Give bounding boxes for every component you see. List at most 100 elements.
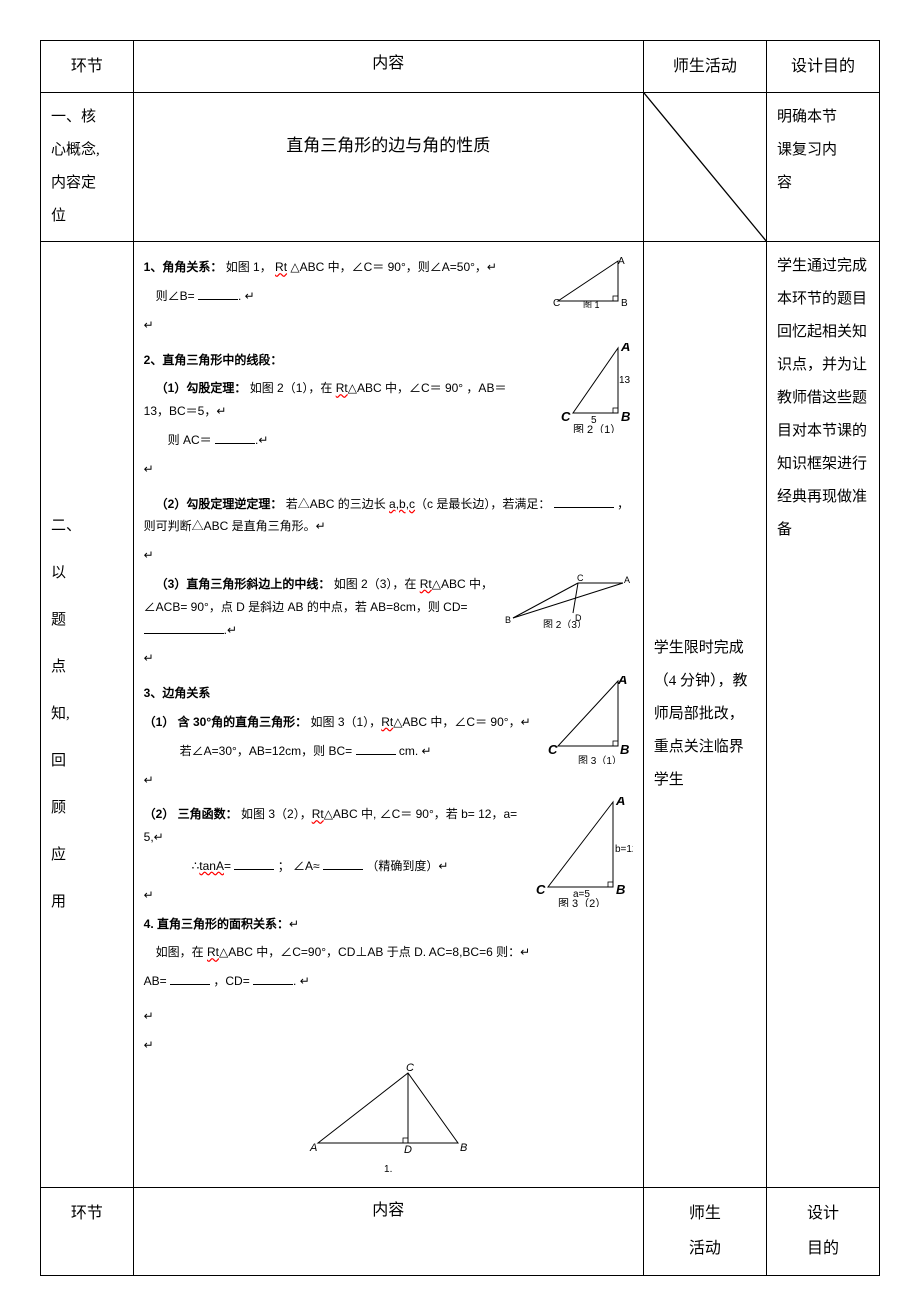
q2s1-blank (215, 431, 255, 444)
row2-c1-l7: 顾 (51, 792, 123, 825)
fig31-B: B (620, 742, 629, 757)
fig1-C: C (553, 298, 560, 308)
row2-activity-text: 学生限时完成（4 分钟），教师局部批改，重点关注临界学生 (654, 632, 756, 797)
q1-after: 则∠B= (156, 289, 195, 303)
q4-cd: ，CD= (213, 974, 249, 988)
row2-c1-l8: 应 (51, 839, 123, 872)
header-col2: 内容 (133, 41, 643, 93)
row2-stage: 二、 以 题 点 知, 回 顾 应 用 (41, 242, 134, 1188)
row1-c1-l1: 一、核 (51, 109, 96, 125)
fig23-C: C (577, 573, 584, 583)
fig32-label: 图 3（2） (558, 897, 606, 907)
row2-c1-l2: 题 (51, 604, 123, 637)
q1-rt: Rt (275, 260, 287, 274)
fig4-A: A (309, 1142, 317, 1153)
row2-content: A C B 图 1 1、角角关系： 如图 1， Rt △ABC 中，∠C＝ 90… (133, 242, 643, 1188)
q3s1-body: 如图 3（1），Rt△ABC 中，∠C＝ 90°，↵ (311, 715, 531, 729)
row1-stage: 一、核 心概念, 内容定 位 (41, 93, 134, 242)
row2-c1-l4: 知, (51, 698, 123, 731)
footer-c3-l1: 师生 (689, 1205, 721, 1222)
q4-body: 如图，在 Rt△ABC 中，∠C=90°，CD⊥AB 于点 D. AC=8,BC… (156, 945, 531, 959)
q4-blank2 (253, 972, 293, 985)
q3s1-blank (356, 742, 396, 755)
footer-c4-l1: 设计 (807, 1205, 839, 1222)
row1-c1-l3: 内容定 (51, 175, 96, 191)
row1-purpose: 明确本节 课复习内 容 (766, 93, 879, 242)
fig21-A: A (620, 343, 630, 354)
q3s1-line2: 若∠A=30°，AB=12cm，则 BC= (180, 744, 353, 758)
q2s2-blank (554, 495, 614, 508)
q3s1-label: （1） 含 30°角的直角三角形： (144, 715, 308, 729)
header-row: 环节 内容 师生活动 设计目的 (41, 41, 880, 93)
footer-c3: 师生 活动 (643, 1188, 766, 1275)
fig32-B: B (616, 882, 625, 897)
row1-c1-l4: 位 (51, 208, 66, 224)
row2-c1-l6: 回 (51, 745, 123, 778)
row2-c1-l0: 二、 (51, 510, 123, 543)
figure-1: A C B 图 1 (553, 256, 633, 316)
q1-blank (198, 287, 238, 300)
row2-c1-l3: 点 (51, 651, 123, 684)
fig23-label: 图 2（3） (543, 619, 587, 628)
q3-title: 3、边角关系 (144, 686, 211, 700)
fig1-label: 图 1 (583, 300, 600, 308)
fig23-A: A (624, 575, 630, 585)
row2-activity: 学生限时完成（4 分钟），教师局部批改，重点关注临界学生 (643, 242, 766, 1188)
fig4-C: C (406, 1063, 414, 1074)
q4-blank1 (170, 972, 210, 985)
row-core-concept: 一、核 心概念, 内容定 位 直角三角形的边与角的性质 明确本节 课复习内 容 (41, 93, 880, 242)
row2-c1-l1: 以 (51, 557, 123, 590)
footer-c1: 环节 (41, 1188, 134, 1275)
row2-purpose-text: 学生通过完成本环节的题目回忆起相关知识点，并为让教师借这些题目对本节课的知识框架… (777, 250, 869, 547)
q2s3-blank (144, 621, 224, 634)
fig21-B: B (621, 409, 630, 424)
fig4-B: B (460, 1142, 467, 1153)
q2s1-label: （1）勾股定理： (156, 381, 247, 395)
lesson-topic-title: 直角三角形的边与角的性质 (144, 101, 633, 186)
q3s2-blank2 (323, 857, 363, 870)
q2s2-label: （2）勾股定理逆定理： (156, 497, 283, 511)
fig21-C: C (561, 409, 571, 424)
q1-title: 1、角角关系： (144, 260, 223, 274)
q2-title: 2、直角三角形中的线段： (144, 353, 283, 367)
q2s3-label: （3）直角三角形斜边上的中线： (156, 577, 331, 591)
row-review: 二、 以 题 点 知, 回 顾 应 用 A C (41, 242, 880, 1188)
fig32-A: A (615, 797, 625, 808)
row1-c4-l2: 课复习内 (777, 142, 837, 158)
row2-c1-l9: 用 (51, 886, 123, 919)
header-col4: 设计目的 (766, 41, 879, 93)
row1-content: 直角三角形的边与角的性质 (133, 93, 643, 242)
header-col3: 师生活动 (643, 41, 766, 93)
q1-pre: 如图 1， (226, 260, 272, 274)
footer-c4: 设计 目的 (766, 1188, 879, 1275)
figure-3-2: A C B b=12 a=5 图 3（2） (518, 797, 633, 915)
header-col1: 环节 (41, 41, 134, 93)
fig21-13: 13 (619, 375, 631, 386)
lesson-plan-table: 环节 内容 师生活动 设计目的 一、核 心概念, 内容定 位 直角三角形的边与角… (40, 40, 880, 1276)
row1-c4-l1: 明确本节 (777, 109, 837, 125)
diagonal-slash-icon (644, 93, 766, 241)
fig31-label: 图 3（1） (578, 755, 622, 764)
footer-row: 环节 内容 师生 活动 设计 目的 (41, 1188, 880, 1275)
row1-c1-l2: 心概念, (51, 142, 100, 158)
fig31-A: A (617, 676, 627, 687)
q4-title: 4. 直角三角形的面积关系： (144, 917, 289, 931)
footer-c2: 内容 (133, 1188, 643, 1275)
figure-4: C A B D 1. (144, 1063, 633, 1180)
figure-2-3: C A B D 图 2（3） (503, 573, 633, 636)
fig32-C: C (536, 882, 546, 897)
q4-ab: AB= (144, 974, 167, 988)
q1-mid: △ABC 中，∠C＝ 90°，则∠A=50°，↵ (290, 260, 497, 274)
q3s1-unit: cm. (399, 744, 418, 758)
q2s1-tail: 则 AC＝ (168, 433, 212, 447)
q3s2-label: （2） 三角函数： (144, 807, 238, 821)
q2s2-body: 若△ABC 的三边长 a,b,c（c 是最长边），若满足： (286, 497, 551, 511)
fig1-B: B (621, 298, 628, 308)
q3s2-tail: （精确到度） (366, 859, 438, 873)
q3s2-blank1 (234, 857, 274, 870)
q3s2-tan: ∴tanA= (192, 859, 231, 873)
footer-c4-l2: 目的 (807, 1240, 839, 1257)
q3s2-sep: ； ∠A≈ (278, 859, 320, 873)
row2-purpose: 学生通过完成本环节的题目回忆起相关知识点，并为让教师借这些题目对本节课的知识框架… (766, 242, 879, 1188)
row1-c4-l3: 容 (777, 175, 792, 191)
